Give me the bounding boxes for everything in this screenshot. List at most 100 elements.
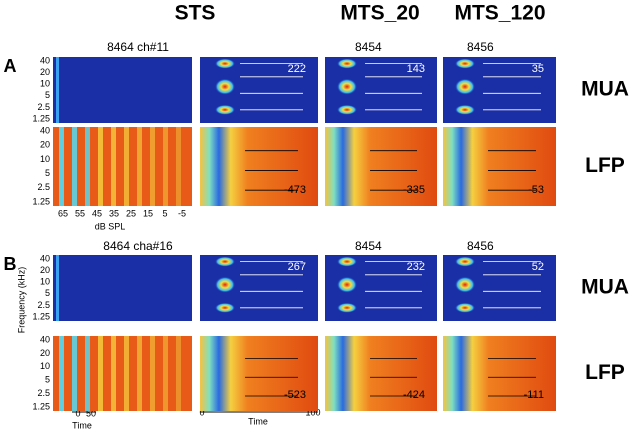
heatmap-stripe (137, 336, 142, 411)
heatmap (200, 127, 318, 206)
tick-label: 40 (40, 253, 50, 263)
tick-label: 10 (40, 79, 50, 89)
tick-label: 5 (45, 375, 50, 385)
response-value: 35 (532, 63, 544, 75)
recording-label: 8464 ch#11 (107, 40, 169, 54)
response-value: 143 (407, 63, 425, 75)
heatmap-stripe (176, 127, 181, 206)
tick-label: 1.25 (32, 196, 50, 206)
heatmap-spot (455, 58, 475, 69)
heatmap-stripe (150, 336, 155, 411)
heatmap-spot (215, 276, 235, 293)
tick-label: 100 (305, 407, 320, 417)
tick-label: 10 (40, 277, 50, 287)
tick-label: 40 (40, 334, 50, 344)
tick-label: 2.5 (37, 102, 50, 112)
tick-label: 5 (45, 168, 50, 178)
axis-label: Frequency (kHz) (16, 267, 26, 334)
heatmap-spot (455, 276, 475, 293)
row-label: LFP (585, 154, 625, 177)
recording-label: 8464 cha#16 (103, 239, 173, 253)
response-value: 222 (288, 63, 306, 75)
response-value: -335 (403, 184, 425, 196)
heatmap-spot (455, 78, 475, 95)
heatmap-spot (337, 78, 357, 95)
heatmap-spot (455, 302, 475, 313)
heatmap (325, 336, 437, 411)
tick-label: 10 (40, 361, 50, 371)
heatmap-spot (215, 58, 235, 69)
heatmap-stripe (85, 336, 90, 411)
tick-label: 15 (143, 208, 153, 218)
tick-label: 50 (86, 408, 96, 418)
recording-label: 8456 (467, 40, 494, 54)
heatmap-stripe (59, 127, 64, 206)
panel-label: A (4, 56, 17, 76)
panel-label: B (4, 254, 17, 274)
tick-label: 1.25 (32, 401, 50, 411)
response-value: -523 (284, 389, 306, 401)
heatmap-spot (215, 104, 235, 115)
recording-label: 8454 (355, 239, 382, 253)
axis-label: dB SPL (95, 221, 126, 231)
heatmap-spot (337, 256, 357, 267)
row-label: LFP (585, 361, 625, 384)
heatmap-spot (337, 104, 357, 115)
heatmap-stripe (72, 336, 77, 411)
response-value: -424 (403, 389, 425, 401)
row-label: MUA (581, 276, 629, 299)
heatmap (53, 255, 192, 321)
heatmap-stripe (85, 127, 90, 206)
axis-label: Time (248, 416, 268, 426)
heatmap-stripe (150, 127, 155, 206)
heatmap-stripe (124, 336, 129, 411)
heatmap-stripe (111, 336, 116, 411)
response-value: 52 (532, 261, 544, 273)
heatmap-stripe (56, 57, 59, 123)
response-value: 232 (407, 261, 425, 273)
heatmap-spot (337, 276, 357, 293)
heatmap (200, 336, 318, 411)
tick-label: 1.25 (32, 113, 50, 123)
heatmap (443, 336, 556, 411)
tick-label: 5 (45, 288, 50, 298)
tick-label: 35 (109, 208, 119, 218)
heatmap-stripe (163, 127, 168, 206)
heatmap-stripe (56, 255, 59, 321)
tick-label: 20 (40, 265, 50, 275)
tick-label: 10 (40, 154, 50, 164)
heatmap (443, 127, 556, 206)
heatmap-stripe (163, 336, 168, 411)
heatmap (53, 57, 192, 123)
tick-label: 1.25 (32, 311, 50, 321)
heatmap-spot (215, 256, 235, 267)
heatmap-stripe (98, 127, 103, 206)
tick-label: 0 (199, 407, 204, 417)
heatmap-spot (337, 302, 357, 313)
tick-label: 2.5 (37, 388, 50, 398)
tick-label: 25 (126, 208, 136, 218)
heatmap-spot (455, 104, 475, 115)
recording-label: 8456 (467, 239, 494, 253)
heatmap-stripe (98, 336, 103, 411)
heatmap-spot (215, 78, 235, 95)
heatmap-spot (337, 58, 357, 69)
row-label: MUA (581, 78, 629, 101)
heatmap-stripe (59, 336, 64, 411)
heatmap-stripe (72, 127, 77, 206)
tick-label: -5 (178, 208, 186, 218)
recording-label: 8454 (355, 40, 382, 54)
tick-label: 40 (40, 55, 50, 65)
response-value: 267 (288, 261, 306, 273)
column-header: MTS_120 (454, 2, 545, 25)
response-value: -111 (524, 389, 544, 401)
heatmap-stripe (111, 127, 116, 206)
heatmap-stripe (124, 127, 129, 206)
heatmap-stripe (176, 336, 181, 411)
heatmap-spot (215, 302, 235, 313)
tick-label: 2.5 (37, 182, 50, 192)
tick-label: 20 (40, 348, 50, 358)
column-header: MTS_20 (340, 2, 419, 25)
column-header: STS (175, 2, 216, 25)
